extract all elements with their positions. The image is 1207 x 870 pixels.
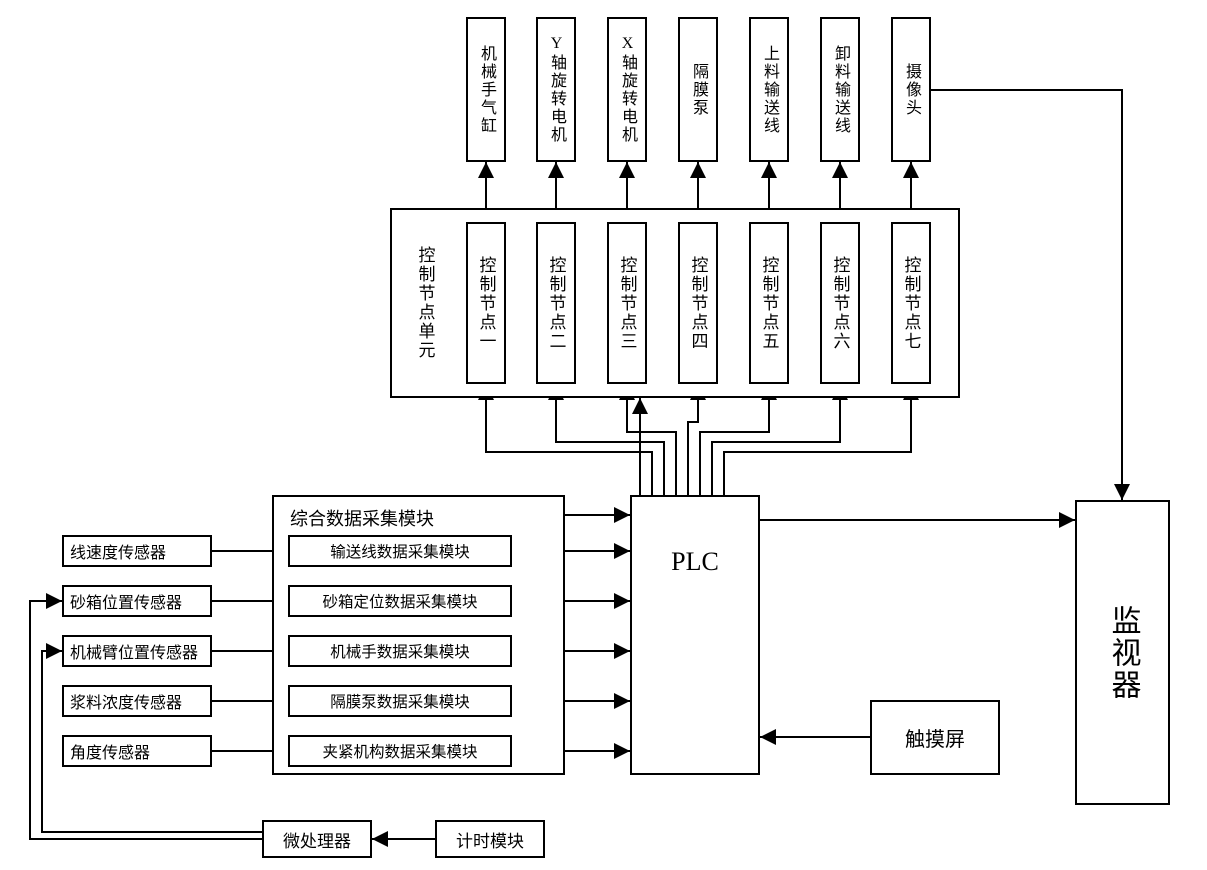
output-2-label: X轴旋转电机 <box>615 35 639 144</box>
control-node-2-label: 控制节点三 <box>615 256 640 351</box>
control-node-0: 控制节点一 <box>466 222 506 384</box>
monitor-box: 监视器 <box>1075 500 1170 805</box>
touchscreen-box: 触摸屏 <box>870 700 1000 775</box>
daq-module-2-label: 机械手数据采集模块 <box>330 640 470 662</box>
timer-box: 计时模块 <box>435 820 545 858</box>
daq-module-2: 机械手数据采集模块 <box>288 635 512 667</box>
daq-module-3: 隔膜泵数据采集模块 <box>288 685 512 717</box>
control-node-0-label: 控制节点一 <box>474 256 499 351</box>
sensor-0-label: 线速度传感器 <box>70 539 166 563</box>
output-3-label: 隔膜泵 <box>686 63 710 117</box>
sensor-4-label: 角度传感器 <box>70 739 150 763</box>
microprocessor-box-label: 微处理器 <box>283 827 351 852</box>
output-0: 机械手气缸 <box>466 17 506 162</box>
sensor-3-label: 浆料浓度传感器 <box>70 689 182 713</box>
control-node-6: 控制节点七 <box>891 222 931 384</box>
output-1: Y轴旋转电机 <box>536 17 576 162</box>
control-unit-label: 控制节点单元 <box>408 222 442 384</box>
control-node-2: 控制节点三 <box>607 222 647 384</box>
output-6-label: 摄像头 <box>899 63 923 117</box>
output-2: X轴旋转电机 <box>607 17 647 162</box>
monitor-box-label: 监视器 <box>1101 605 1145 701</box>
control-node-6-label: 控制节点七 <box>899 256 924 351</box>
sensor-0: 线速度传感器 <box>62 535 212 567</box>
control-node-3-label: 控制节点四 <box>686 256 711 351</box>
timer-box-label: 计时模块 <box>456 827 524 852</box>
control-node-1-label: 控制节点二 <box>544 256 569 351</box>
sensor-2: 机械臂位置传感器 <box>62 635 212 667</box>
touchscreen-box-label: 触摸屏 <box>905 723 965 752</box>
output-4: 上料输送线 <box>749 17 789 162</box>
daq-module-0-label: 输送线数据采集模块 <box>330 540 470 562</box>
output-5: 卸料输送线 <box>820 17 860 162</box>
microprocessor-box: 微处理器 <box>262 820 372 858</box>
sensor-3: 浆料浓度传感器 <box>62 685 212 717</box>
sensor-1: 砂箱位置传感器 <box>62 585 212 617</box>
output-3: 隔膜泵 <box>678 17 718 162</box>
sensor-2-label: 机械臂位置传感器 <box>70 639 198 663</box>
control-node-5: 控制节点六 <box>820 222 860 384</box>
daq-module-1-label: 砂箱定位数据采集模块 <box>322 590 477 612</box>
output-4-label: 上料输送线 <box>757 45 781 135</box>
daq-module-3-label: 隔膜泵数据采集模块 <box>330 690 470 712</box>
daq-module-0: 输送线数据采集模块 <box>288 535 512 567</box>
sensor-4: 角度传感器 <box>62 735 212 767</box>
sensor-1-label: 砂箱位置传感器 <box>70 589 182 613</box>
daq-module-1: 砂箱定位数据采集模块 <box>288 585 512 617</box>
control-node-4-label: 控制节点五 <box>757 256 782 351</box>
control-node-5-label: 控制节点六 <box>828 256 853 351</box>
control-node-1: 控制节点二 <box>536 222 576 384</box>
control-node-4: 控制节点五 <box>749 222 789 384</box>
daq-module-4-label: 夹紧机构数据采集模块 <box>322 740 477 762</box>
output-0-label: 机械手气缸 <box>474 45 498 135</box>
plc-box-label: PLC <box>671 547 719 577</box>
daq-title: 综合数据采集模块 <box>290 505 434 531</box>
output-1-label: Y轴旋转电机 <box>544 35 568 144</box>
plc-box: PLC <box>630 495 760 775</box>
control-node-3: 控制节点四 <box>678 222 718 384</box>
output-5-label: 卸料输送线 <box>828 45 852 135</box>
output-6: 摄像头 <box>891 17 931 162</box>
daq-module-4: 夹紧机构数据采集模块 <box>288 735 512 767</box>
